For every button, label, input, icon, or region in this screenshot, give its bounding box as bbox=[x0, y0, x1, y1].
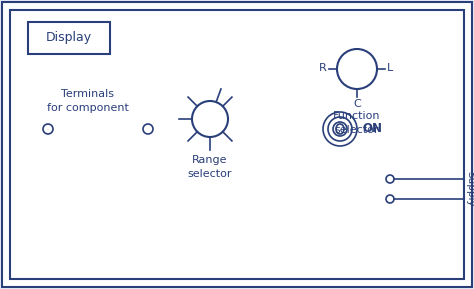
Text: Function
selector: Function selector bbox=[333, 111, 381, 135]
Circle shape bbox=[143, 124, 153, 134]
Text: ON: ON bbox=[362, 121, 382, 134]
Circle shape bbox=[337, 49, 377, 89]
Bar bbox=[28, 22, 110, 54]
Circle shape bbox=[386, 175, 394, 183]
Text: Terminals
for component: Terminals for component bbox=[47, 89, 129, 113]
Circle shape bbox=[43, 124, 53, 134]
Text: Display: Display bbox=[46, 32, 92, 45]
Circle shape bbox=[386, 195, 394, 203]
Text: L: L bbox=[387, 63, 393, 73]
Circle shape bbox=[192, 101, 228, 137]
Text: R: R bbox=[319, 63, 327, 73]
Text: Supply: Supply bbox=[465, 171, 474, 207]
Text: C: C bbox=[353, 99, 361, 109]
Text: Range
selector: Range selector bbox=[188, 155, 232, 179]
